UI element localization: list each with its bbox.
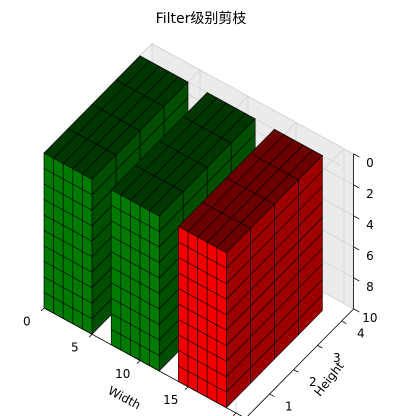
- voxel-filters: [43, 55, 323, 409]
- y-axis-label: Height: [311, 359, 347, 399]
- axes: 05101520012340246810: [23, 153, 378, 416]
- z-tick-mark: [353, 184, 360, 189]
- y-axis-line: [247, 308, 354, 416]
- z-tick-mark: [353, 308, 360, 313]
- chart-title: Filter级别剪枝: [156, 11, 247, 27]
- x-tick-mark: [88, 333, 93, 338]
- x-axis-line: [43, 307, 243, 416]
- z-tick-label: 2: [366, 187, 374, 201]
- z-tick-mark: [353, 277, 360, 282]
- x-tick-mark: [232, 412, 237, 416]
- x-tick-mark: [184, 386, 189, 390]
- y-tick-mark: [341, 320, 347, 325]
- z-tick-mark: [353, 215, 360, 220]
- y-tick-label: 1: [285, 399, 293, 413]
- z-tick-mark: [353, 153, 360, 158]
- z-tick-label: 6: [366, 249, 374, 263]
- x-tick-label: 10: [115, 367, 130, 381]
- z-tick-label: 4: [366, 218, 374, 232]
- z-tick-mark: [353, 246, 360, 251]
- x-tick-label: 15: [163, 393, 178, 407]
- x-axis-label: Width: [106, 384, 143, 413]
- x-tick-mark: [40, 307, 45, 312]
- y-tick-label: 4: [357, 327, 365, 341]
- z-tick-label: 8: [366, 280, 374, 294]
- x-tick-mark: [136, 360, 141, 364]
- y-tick-label: 3: [333, 351, 341, 365]
- y-tick-mark: [293, 369, 299, 373]
- z-tick-label: 0: [366, 156, 374, 170]
- y-tick-mark: [269, 393, 275, 397]
- x-tick-label: 5: [71, 341, 79, 355]
- y-tick-label: 2: [309, 375, 317, 389]
- x-tick-label: 0: [23, 314, 31, 328]
- y-tick-mark: [317, 344, 323, 349]
- z-tick-label: 10: [362, 311, 377, 325]
